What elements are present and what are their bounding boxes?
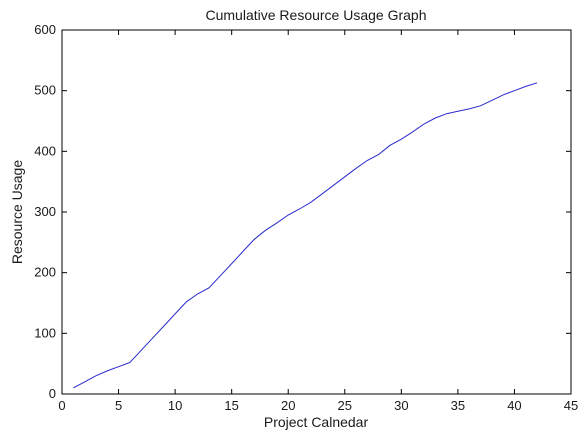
y-tick-label: 0 [49, 386, 56, 401]
plot-area: 0 5 10 15 20 25 30 35 40 45 0 100 200 300 400 500 600 [34, 22, 578, 413]
y-tick-label: 300 [34, 204, 56, 219]
y-tick-label: 200 [34, 265, 56, 280]
x-tick-label: 5 [115, 398, 122, 413]
chart-title: Cumulative Resource Usage Graph [206, 7, 427, 23]
x-tick-label: 10 [168, 398, 182, 413]
x-tick-label: 30 [394, 398, 408, 413]
x-tick-label: 0 [58, 398, 65, 413]
y-axis-title: Resource Usage [9, 160, 25, 264]
y-tick-label: 400 [34, 143, 56, 158]
x-tick-label: 25 [338, 398, 352, 413]
x-axis-title: Project Calnedar [264, 414, 369, 430]
x-tick-label: 35 [451, 398, 465, 413]
y-tick-label: 500 [34, 83, 56, 98]
x-tick-label: 40 [507, 398, 521, 413]
y-tick-label: 100 [34, 325, 56, 340]
x-tick-label: 45 [564, 398, 578, 413]
series-line [73, 82, 538, 389]
y-tick-label: 600 [34, 22, 56, 37]
x-tick-label: 20 [281, 398, 295, 413]
x-tick-label: 15 [224, 398, 238, 413]
